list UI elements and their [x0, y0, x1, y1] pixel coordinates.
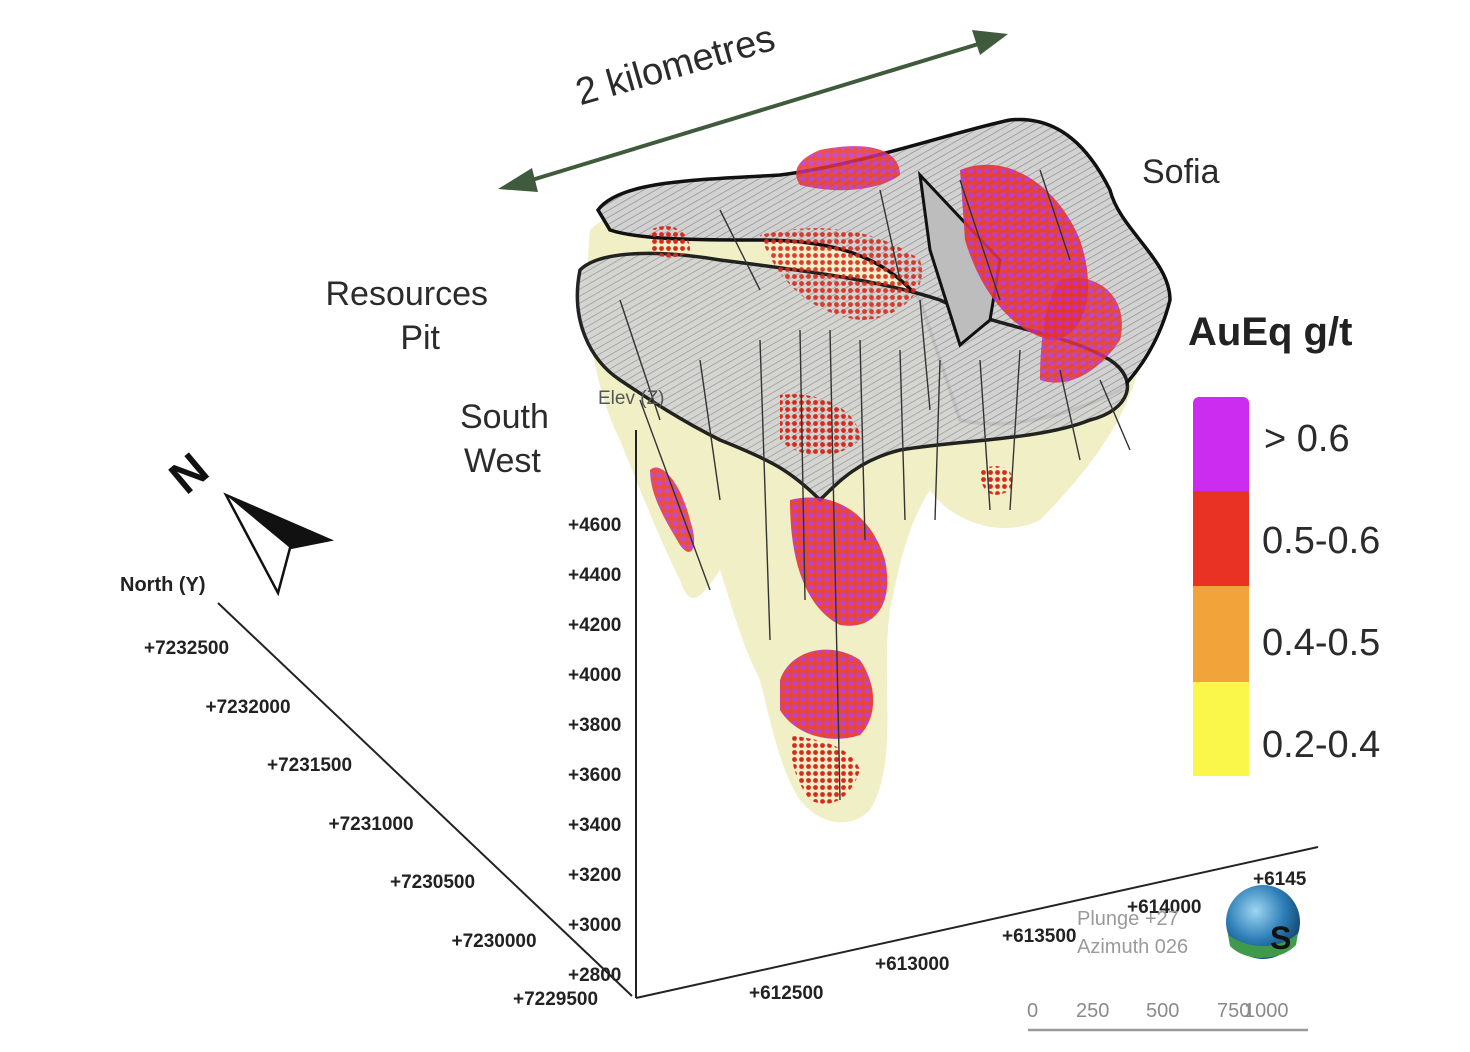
- scale-bar-tick: 750: [1217, 1000, 1251, 1022]
- elevation-tick: +4600: [568, 515, 622, 536]
- region-label-pit: Pit: [400, 319, 440, 357]
- north-tick: +7229500: [513, 989, 599, 1010]
- legend-label-gt-0-6: > 0.6: [1264, 418, 1350, 460]
- legend-swatch-0-4-0-5: [1193, 586, 1249, 682]
- scale-bar-tick: 0: [1027, 1000, 1039, 1022]
- east-tick: +614000: [1127, 897, 1202, 918]
- view-globe-icon: [1226, 885, 1300, 959]
- plunge-text: Plunge +27: [1077, 908, 1179, 930]
- globe-letter: S: [1270, 920, 1292, 956]
- scale-bar-tick: 250: [1076, 1000, 1110, 1022]
- elevation-tick: +4400: [568, 565, 622, 586]
- arrow-head-right: [972, 30, 1008, 55]
- legend-label-0-4-0-5: 0.4-0.5: [1262, 622, 1381, 664]
- scale-bar-tick: 500: [1146, 1000, 1180, 1022]
- elevation-tick: +2800: [568, 965, 622, 986]
- elevation-axis-label: Elev (Z): [598, 388, 665, 409]
- elevation-tick: +3600: [568, 765, 622, 786]
- east-tick: +6145: [1253, 869, 1307, 890]
- azimuth-text: Azimuth 026: [1077, 936, 1189, 958]
- region-label-west: West: [464, 442, 541, 480]
- legend-swatch-gt-0-6: [1193, 397, 1249, 491]
- legend-label-0-5-0-6: 0.5-0.6: [1262, 520, 1381, 562]
- region-label-resources: Resources: [325, 275, 488, 313]
- elevation-tick: +4000: [568, 665, 622, 686]
- drill-holes: [619, 169, 1131, 801]
- east-tick: +613000: [875, 954, 950, 975]
- region-label-sofia: Sofia: [1142, 153, 1220, 191]
- legend-label-0-2-0-4: 0.2-0.4: [1262, 724, 1381, 766]
- region-label-south: South: [460, 398, 549, 436]
- region-label-south-west: South West: [460, 395, 549, 483]
- north-tick: +7231000: [328, 813, 414, 835]
- scale-double-arrow: [498, 30, 1008, 192]
- axes-lines: [217, 430, 1319, 999]
- north-arrow-icon: [223, 492, 335, 597]
- elevation-tick: +3200: [568, 865, 622, 886]
- elevation-tick: +3800: [568, 715, 622, 736]
- arrow-head-left: [498, 168, 538, 192]
- region-label-resources-pit: Resources Pit: [310, 272, 488, 360]
- legend-swatch-0-2-0-4: [1193, 682, 1249, 776]
- east-tick: +613500: [1002, 926, 1077, 947]
- elevation-tick: +3400: [568, 815, 622, 836]
- elevation-tick: +3000: [568, 915, 622, 936]
- north-tick: +7232000: [205, 696, 291, 718]
- north-tick: +7230000: [451, 930, 537, 952]
- north-axis-label: North (Y): [120, 574, 206, 596]
- legend-title: AuEq g/t: [1188, 310, 1353, 354]
- grade-zones: [650, 146, 1122, 804]
- scale-bar-tick: 1000: [1244, 1000, 1289, 1022]
- elevation-tick: +4200: [568, 615, 622, 636]
- north-tick: +7231500: [267, 755, 353, 776]
- legend-swatch-0-5-0-6: [1193, 491, 1249, 586]
- north-tick: +7232500: [144, 638, 230, 659]
- north-tick: +7230500: [390, 872, 476, 893]
- east-tick: +612500: [749, 983, 824, 1004]
